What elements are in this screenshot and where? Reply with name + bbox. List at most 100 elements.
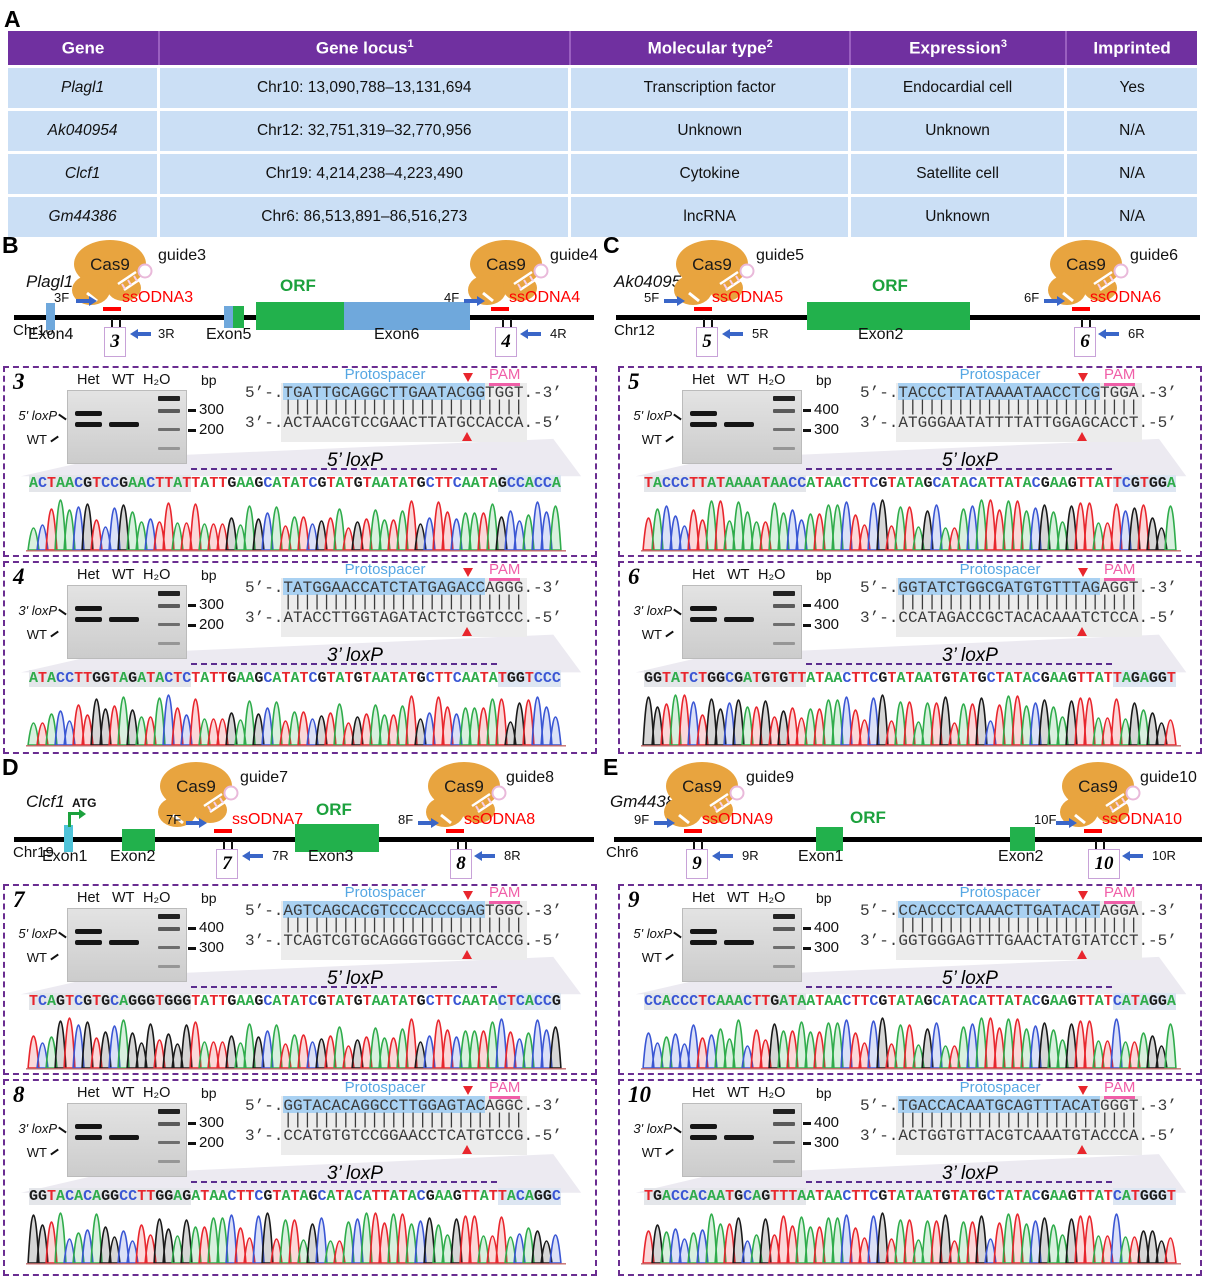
ssodna-label: ssODNA6 [1090, 289, 1162, 306]
primer-forward-arrow [1056, 817, 1077, 828]
loxp-label: 3’ loxP [327, 645, 383, 666]
atg-label: ATG [72, 796, 97, 810]
exon5-box-utr [224, 306, 233, 328]
cell-type: Transcription factor [571, 68, 851, 108]
orf-label: ORF [850, 808, 886, 827]
col-header-type: Molecular type2 [571, 31, 851, 65]
marker-size-label: 400 [199, 919, 225, 936]
protospacer-highlight [898, 901, 1100, 918]
cas9-icon: Cas9 [418, 760, 510, 832]
marker-size-label: 200 [199, 421, 225, 438]
cell-expression: Endocardial cell [850, 68, 1068, 108]
primer-reverse-arrow [242, 850, 263, 861]
ssodna-label: ssODNA5 [712, 289, 784, 306]
bottom-strand-sequence: 3’-.ATGGGAATATTTTATTGGAGCACCT.-5’ [860, 414, 1177, 432]
gel-lane-label-h2o: H₂O [143, 1085, 171, 1101]
gel-band-het-lower [75, 940, 102, 945]
gel-bp-label: bp [816, 890, 832, 906]
cas9-icon: Cas9 [666, 238, 758, 310]
ssodna-label: ssODNA4 [509, 289, 581, 306]
gel-bp-label: bp [201, 567, 217, 583]
ssodna-site-mark [684, 829, 702, 833]
panel-c-label: C [603, 232, 620, 258]
gel-band-het-upper [690, 1124, 717, 1129]
ssodna-label: ssODNA10 [1102, 811, 1183, 828]
subpanel-number: 7 [13, 887, 25, 912]
gel-ladder-band [158, 1122, 180, 1126]
band-label-wt: WT [26, 1145, 47, 1160]
gene-name: Plagl1 [26, 272, 74, 291]
gel-ladder-band [158, 1160, 180, 1163]
atg-arrow-stem [68, 812, 71, 827]
gel-lane-label-het: Het [77, 567, 100, 583]
exon6-box [344, 302, 470, 330]
bottom-strand-sequence: 3’-.ATACCTTGGTAGATACTCTGGTCCC.-5’ [245, 609, 562, 627]
loxp-overline [191, 1181, 497, 1183]
cut-site-arrow-top [1078, 568, 1088, 577]
ssodna-site-mark [694, 307, 712, 311]
gel-ladder-band [158, 1109, 180, 1114]
primer-forward-label: 10F [1034, 812, 1057, 827]
exon2-box [1010, 827, 1035, 851]
chromosome-label: Chr12 [614, 322, 655, 339]
orf-box [256, 302, 344, 330]
zoom-connector-shape [20, 956, 582, 995]
gel-ladder-band [773, 591, 795, 596]
gel-ladder-band [773, 642, 795, 645]
pam-label: PAM [489, 366, 521, 386]
loxp-label: 5’ loxP [942, 450, 998, 471]
gel-band-het-upper [690, 606, 717, 611]
gel-band-het-lower [690, 940, 717, 945]
atg-arrow-head [79, 808, 86, 819]
band-label-loxp: 3' loxP [633, 1121, 672, 1136]
cell-imprinted: N/A [1067, 154, 1197, 194]
zoom-connector-shape [20, 438, 582, 477]
cut-tick [1081, 319, 1091, 328]
protospacer-highlight [283, 578, 485, 595]
gel-bp-label: bp [201, 372, 217, 388]
loxp-label: 3’ loxP [942, 1163, 998, 1184]
gel-band-wt [724, 422, 754, 427]
exon1-box [64, 825, 73, 852]
top-strand-sequence: 5’-.TGATTGCAGGCTTGAATACGGTGGT.-3’ [245, 384, 562, 402]
band-label-wt: WT [26, 432, 47, 447]
loxp-overline [806, 1181, 1112, 1183]
cell-type: Cytokine [571, 154, 851, 194]
guide-label: guide3 [158, 247, 207, 264]
primer-reverse-arrow [722, 328, 743, 339]
primer-forward-arrow [654, 817, 675, 828]
validation-subpanel: 9 Het WT H₂O bp 400 300 5' loxP WT [618, 884, 1202, 1075]
primer-reverse-label: 6R [1128, 326, 1145, 341]
gel-ladder-band [773, 1160, 795, 1163]
primer-reverse-label: 4R [550, 326, 567, 341]
gel-lane-label-het: Het [692, 1085, 715, 1101]
guide-label: guide7 [240, 769, 289, 786]
gene-name: Clcf1 [26, 792, 65, 811]
top-strand-sequence: 5’-.TGACCACAATGCAGTTTACATGGGT.-3’ [860, 1097, 1177, 1115]
subpanel-number: 5 [628, 369, 640, 394]
cell-locus: Chr6: 86,513,891–86,516,273 [160, 197, 572, 237]
band-label-loxp: 3' loxP [633, 603, 672, 618]
gel-lane-label-het: Het [77, 372, 100, 388]
exon2-label: Exon2 [858, 326, 904, 343]
zoom-connector-shape [635, 438, 1187, 477]
primer-reverse-arrow [474, 850, 495, 861]
loxp-overline [806, 468, 1112, 470]
validation-subpanel: 3 Het WT H₂O bp 300 200 5' loxP WT [3, 366, 597, 557]
bottom-strand-sequence: 3’-.ACTGGTGTTACGTCAAATGTACCCA.-5’ [860, 1127, 1177, 1145]
gel-lane-label-wt: WT [112, 1085, 135, 1101]
guide-label: guide6 [1130, 247, 1179, 264]
gel-band-wt [724, 940, 754, 945]
cell-type: lncRNA [571, 197, 851, 237]
cut-tick [111, 319, 121, 328]
guide-label: guide10 [1140, 769, 1197, 786]
primer-pair-box: 9 [686, 849, 708, 879]
gel-ladder-band [158, 946, 180, 949]
cell-locus: Chr19: 4,214,238–4,223,490 [160, 154, 572, 194]
chromatogram [26, 499, 566, 552]
cas9-label: Cas9 [1066, 255, 1106, 274]
table-row: Ak040954 Chr12: 32,751,319–32,770,956 Un… [8, 111, 1197, 151]
primer-forward-label: 7F [166, 812, 182, 827]
gel-bp-label: bp [816, 372, 832, 388]
cell-gene: Plagl1 [8, 68, 161, 108]
